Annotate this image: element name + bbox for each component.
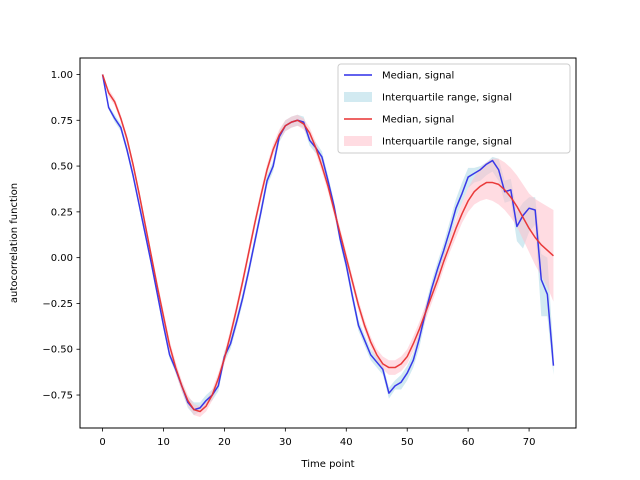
x-tick-label: 30 [279,437,292,448]
x-tick-label: 70 [523,437,536,448]
x-tick-label: 60 [462,437,475,448]
y-tick-label: 0.50 [51,162,73,173]
y-tick-label: 0.00 [51,253,73,264]
x-axis-label: Time point [300,459,354,470]
x-tick-label: 20 [218,437,231,448]
y-tick-label: −0.25 [42,299,73,310]
legend-box [337,63,571,154]
x-tick-label: 0 [99,437,105,448]
legend-label: Interquartile range, signal [382,93,512,104]
median-line-2 [101,74,554,413]
x-axis-ticks: 0 10 20 30 40 50 60 70 [99,428,535,448]
median-lines [101,74,555,413]
x-tick-label: 50 [401,437,414,448]
legend: Median, signal Interquartile range, signa… [337,63,571,154]
legend-band-swatch [344,136,372,146]
legend-label: Median, signal [382,71,454,82]
x-tick-label: 10 [157,437,170,448]
y-axis-label: autocorrelation function [9,183,20,303]
y-tick-label: −0.75 [42,391,73,402]
y-tick-label: 0.75 [51,116,73,127]
y-tick-label: 0.25 [51,207,73,218]
legend-label: Interquartile range, signal [382,137,512,148]
legend-band-swatch [344,92,372,102]
legend-label: Median, signal [382,115,454,126]
y-tick-label: 1.00 [51,70,73,81]
plot-frame [79,57,577,429]
y-axis-ticks: −0.75 −0.50 −0.25 0.00 0.25 0.50 0.75 1.00 [42,70,80,402]
y-tick-label: −0.50 [42,345,73,356]
x-tick-label: 40 [340,437,353,448]
